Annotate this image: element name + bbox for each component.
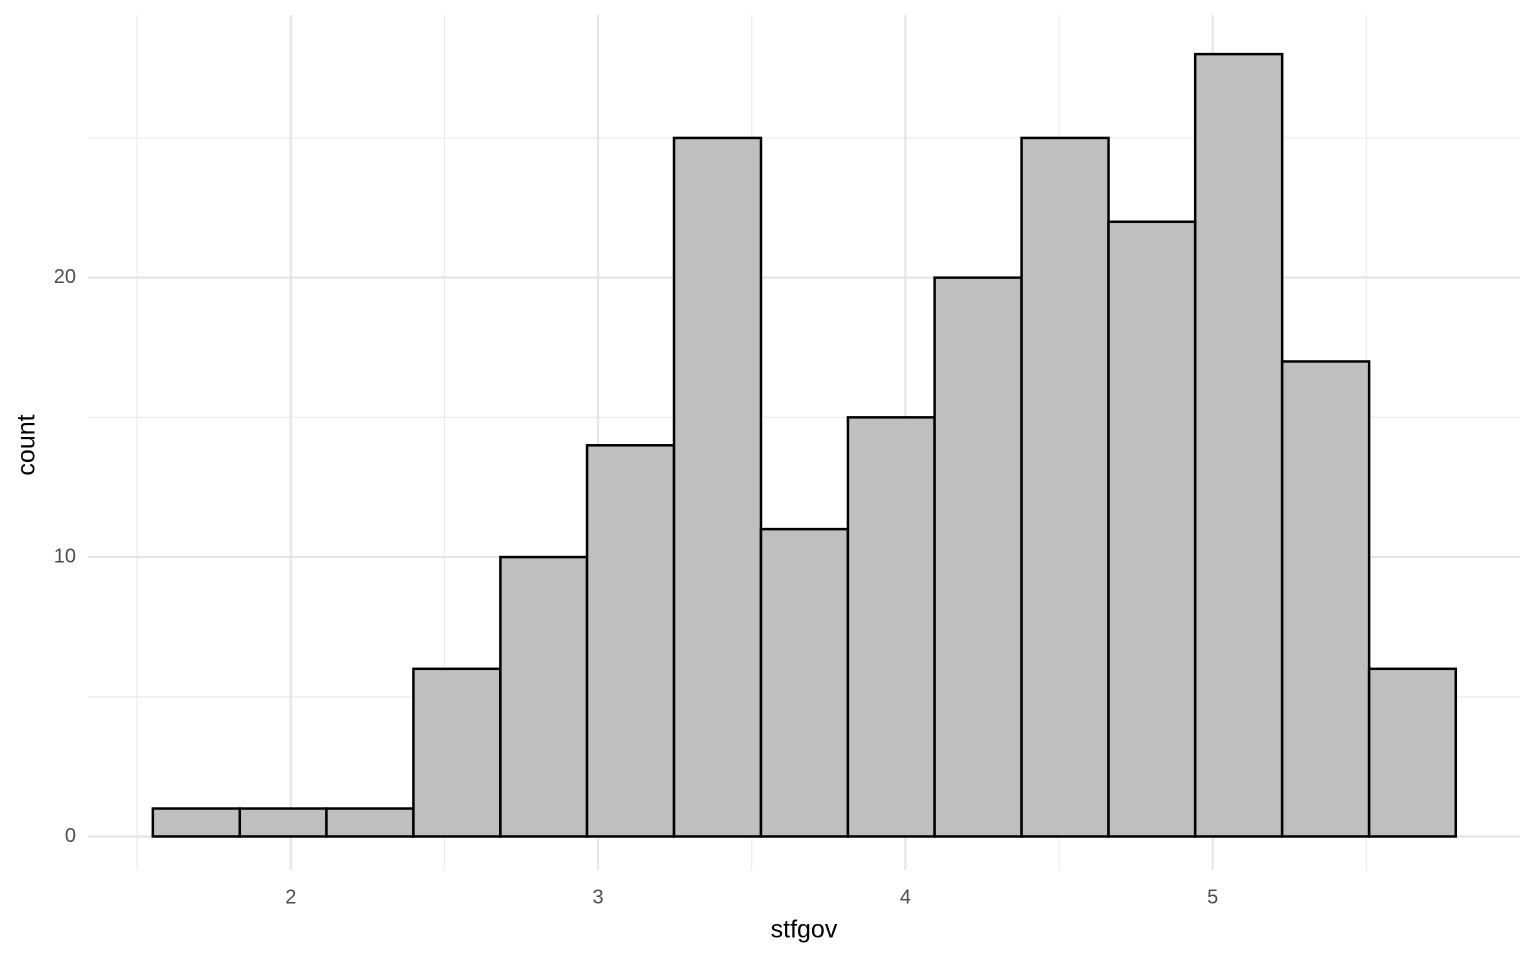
x-tick-label: 5	[1207, 886, 1218, 908]
x-tick-label: 3	[593, 886, 604, 908]
bar	[672, 136, 763, 838]
y-tick-label: 10	[54, 545, 76, 567]
x-axis-title: stfgov	[771, 916, 838, 944]
bar	[846, 416, 936, 838]
x-tick-label: 2	[285, 886, 296, 908]
x-tick-label: 4	[900, 886, 911, 908]
bar	[325, 807, 415, 838]
bar	[759, 527, 850, 838]
y-tick-label: 0	[65, 825, 76, 847]
bar	[151, 807, 242, 838]
bar	[1367, 667, 1458, 838]
bar	[585, 444, 676, 838]
bar	[1280, 360, 1371, 838]
bar	[238, 807, 328, 838]
y-tick-label: 20	[54, 266, 76, 288]
bar	[1020, 136, 1110, 838]
bar	[1193, 52, 1284, 838]
y-axis-title: count	[13, 414, 41, 475]
bar	[1107, 220, 1197, 838]
bar	[499, 555, 589, 838]
bar	[933, 276, 1023, 838]
bar	[412, 667, 502, 838]
